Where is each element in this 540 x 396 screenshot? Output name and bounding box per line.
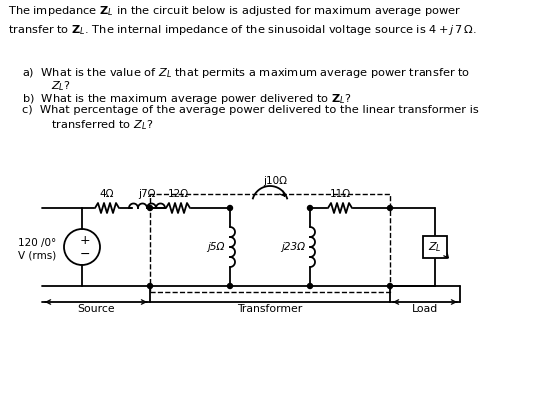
Circle shape bbox=[307, 284, 313, 289]
Bar bbox=[150, 194, 390, 292]
Text: $Z_L$?: $Z_L$? bbox=[33, 79, 71, 93]
Text: 120 /0°: 120 /0° bbox=[18, 238, 56, 248]
Text: j7Ω: j7Ω bbox=[138, 189, 156, 199]
Text: V (rms): V (rms) bbox=[18, 250, 56, 260]
Circle shape bbox=[307, 206, 313, 211]
Text: j5Ω: j5Ω bbox=[207, 242, 225, 252]
Text: −: − bbox=[80, 248, 90, 261]
Text: 12Ω: 12Ω bbox=[167, 189, 188, 199]
Circle shape bbox=[388, 206, 393, 211]
Text: c)  What percentage of the average power delivered to the linear transformer is: c) What percentage of the average power … bbox=[22, 105, 479, 115]
Text: transferred to $Z_L$?: transferred to $Z_L$? bbox=[33, 118, 153, 132]
Bar bbox=[423, 236, 447, 258]
Circle shape bbox=[227, 206, 233, 211]
Text: b)  What is the maximum average power delivered to $\mathbf{Z}_L$?: b) What is the maximum average power del… bbox=[22, 92, 352, 106]
Text: j23Ω: j23Ω bbox=[281, 242, 305, 252]
Text: Source: Source bbox=[77, 304, 115, 314]
Text: a)  What is the value of $Z_L$ that permits a maximum average power transfer to: a) What is the value of $Z_L$ that permi… bbox=[22, 66, 470, 80]
Text: $Z_L$: $Z_L$ bbox=[428, 240, 442, 254]
Text: The impedance $\mathbf{Z}_L$ in the circuit below is adjusted for maximum averag: The impedance $\mathbf{Z}_L$ in the circ… bbox=[8, 4, 477, 37]
Text: j10Ω: j10Ω bbox=[263, 176, 287, 186]
Text: Load: Load bbox=[412, 304, 438, 314]
Text: 11Ω: 11Ω bbox=[329, 189, 350, 199]
Text: 4Ω: 4Ω bbox=[100, 189, 114, 199]
Text: Transformer: Transformer bbox=[238, 304, 302, 314]
Circle shape bbox=[227, 284, 233, 289]
Circle shape bbox=[147, 206, 152, 211]
Circle shape bbox=[147, 284, 152, 289]
Circle shape bbox=[388, 284, 393, 289]
Text: +: + bbox=[80, 234, 90, 246]
